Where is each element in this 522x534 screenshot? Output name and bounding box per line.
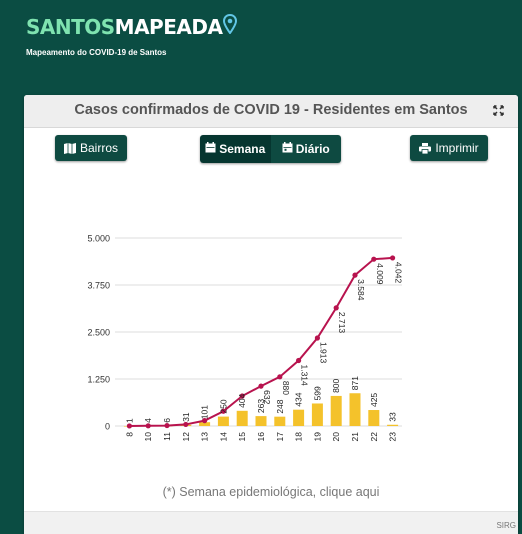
map-icon bbox=[63, 142, 76, 154]
semana-label: Semana bbox=[219, 142, 266, 156]
line-value-label: 4.009 bbox=[375, 263, 385, 285]
x-tick-label: 8 bbox=[124, 432, 134, 437]
line-point bbox=[164, 422, 170, 429]
line-value-label: 3.584 bbox=[356, 279, 366, 301]
tab-diario[interactable]: Diário bbox=[270, 135, 341, 163]
line-point bbox=[183, 421, 189, 428]
bar bbox=[293, 409, 305, 426]
bar-value-label: 434 bbox=[294, 392, 304, 406]
chart-card: Casos confirmados de COVID 19 - Resident… bbox=[24, 95, 518, 534]
bar bbox=[387, 424, 399, 426]
line-point bbox=[239, 393, 245, 399]
line-point bbox=[220, 408, 226, 414]
bar bbox=[217, 416, 229, 426]
x-tick-label: 16 bbox=[256, 432, 266, 442]
line-point bbox=[258, 383, 264, 389]
line-point bbox=[352, 272, 358, 278]
bairros-label: Bairros bbox=[79, 141, 118, 155]
bar bbox=[330, 395, 342, 426]
line-point bbox=[296, 357, 302, 364]
bairros-button[interactable]: Bairros bbox=[55, 135, 127, 161]
bar-value-label: 599 bbox=[312, 386, 322, 400]
line-value-label: 880 bbox=[281, 381, 291, 395]
y-tick-label: 2.500 bbox=[87, 328, 110, 338]
bar-value-label: 33 bbox=[388, 412, 398, 422]
bar-value-label: 800 bbox=[331, 378, 341, 392]
line-point bbox=[145, 423, 151, 429]
bar-value-label: 101 bbox=[200, 405, 210, 419]
bar bbox=[199, 422, 211, 426]
bar bbox=[255, 416, 267, 426]
bar bbox=[274, 416, 286, 426]
line-value-label: 632 bbox=[262, 390, 272, 404]
line-value-label: 1.314 bbox=[300, 365, 310, 387]
line-point bbox=[277, 374, 283, 380]
brand-logo: SANTOS MAPEADA bbox=[26, 13, 238, 39]
bar bbox=[311, 403, 323, 426]
line-value-label: 2.713 bbox=[337, 312, 347, 334]
imprimir-button[interactable]: Imprimir bbox=[410, 135, 488, 161]
y-tick-label: 0 bbox=[105, 422, 110, 432]
brand-tagline: Mapeamento do COVID-19 de Santos bbox=[26, 48, 167, 57]
y-tick-label: 1.250 bbox=[87, 375, 110, 385]
line-value-label: 4.042 bbox=[394, 262, 404, 284]
x-tick-label: 17 bbox=[275, 432, 285, 442]
line-point bbox=[333, 305, 339, 311]
bar-value-label: 4 bbox=[143, 418, 153, 423]
y-tick-label: 3.750 bbox=[87, 281, 110, 291]
bar-value-label: 263 bbox=[256, 399, 266, 413]
x-tick-label: 18 bbox=[294, 432, 304, 442]
bar-value-label: 404 bbox=[237, 393, 247, 407]
card-title: Casos confirmados de COVID 19 - Resident… bbox=[74, 102, 468, 118]
calendar-icon bbox=[205, 142, 216, 156]
x-tick-label: 22 bbox=[369, 432, 379, 442]
brand-part1: SANTOS bbox=[26, 14, 115, 39]
line-point bbox=[202, 418, 208, 424]
x-tick-label: 10 bbox=[143, 432, 153, 442]
y-tick-label: 5.000 bbox=[87, 234, 110, 244]
bar bbox=[368, 410, 380, 426]
tab-semana[interactable]: Semana bbox=[200, 135, 271, 163]
line-point bbox=[126, 423, 132, 429]
line-point bbox=[390, 255, 396, 261]
bar-value-label: 1 bbox=[124, 418, 134, 423]
expand-icon[interactable] bbox=[493, 103, 504, 121]
x-tick-label: 23 bbox=[388, 432, 398, 442]
x-tick-label: 15 bbox=[237, 432, 247, 442]
x-tick-label: 12 bbox=[181, 432, 191, 442]
line-value-label: 1.913 bbox=[318, 342, 328, 364]
x-tick-label: 11 bbox=[162, 432, 172, 441]
x-tick-label: 14 bbox=[218, 432, 228, 442]
bar-value-label: 31 bbox=[181, 412, 191, 422]
card-footer: SIRG bbox=[24, 511, 518, 534]
bar bbox=[236, 410, 248, 426]
bar bbox=[349, 393, 361, 426]
brand-part2: MAPEADA bbox=[114, 14, 223, 39]
line-point bbox=[314, 335, 320, 341]
bar-value-label: 250 bbox=[218, 399, 228, 413]
footnote-link[interactable]: (*) Semana epidemiológica, clique aqui bbox=[162, 485, 380, 499]
bar-value-label: 425 bbox=[369, 393, 379, 407]
map-pin-icon bbox=[223, 13, 238, 39]
x-tick-label: 21 bbox=[350, 432, 360, 442]
card-header: Casos confirmados de COVID 19 - Resident… bbox=[24, 95, 518, 128]
x-tick-label: 13 bbox=[200, 432, 210, 442]
bar-value-label: 248 bbox=[275, 399, 285, 413]
imprimir-label: Imprimir bbox=[435, 141, 479, 155]
x-tick-label: 19 bbox=[312, 432, 322, 442]
print-icon bbox=[419, 142, 432, 154]
bar-value-label: 871 bbox=[350, 376, 360, 390]
period-toggle: Semana Diário bbox=[200, 135, 341, 163]
line-point bbox=[371, 256, 377, 262]
bar-value-label: 6 bbox=[162, 418, 172, 423]
diario-label: Diário bbox=[295, 142, 330, 156]
footer-tag: SIRG bbox=[496, 521, 516, 530]
calendar-day-icon bbox=[282, 142, 293, 156]
x-tick-label: 20 bbox=[331, 432, 341, 442]
